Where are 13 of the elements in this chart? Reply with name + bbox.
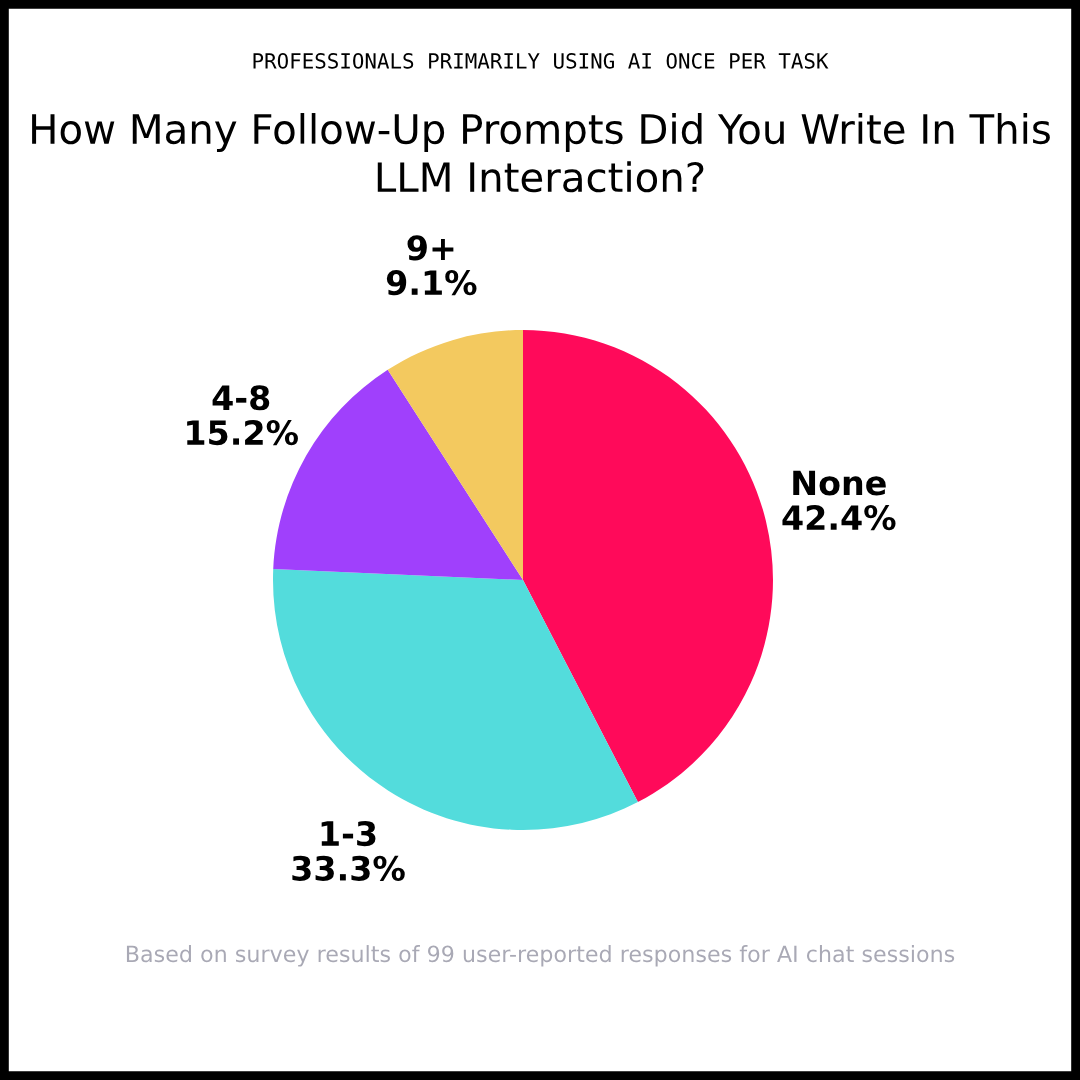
chart-title: How Many Follow-Up Prompts Did You Write In This LLM Interaction? (32, 113, 1050, 193)
slice-label: 9+ (407, 235, 454, 261)
pie-slice (387, 330, 523, 580)
data-label: 15.2% (187, 419, 298, 446)
slice-label: None (793, 470, 886, 496)
chart-subtitle: PROFESSIONALS PRIMARILY USING AI ONCE PER TASK (253, 52, 829, 69)
slice-label: 1-3 (321, 820, 376, 847)
data-label: 33.3% (292, 855, 405, 881)
data-label: 42.4% (782, 504, 896, 531)
data-label: 9.1% (386, 270, 477, 296)
slice-label: 4-8 (212, 385, 270, 411)
pie-slice (523, 330, 773, 803)
text: Based on survey results of 99 user-reported responses for AI chat sessions (126, 945, 955, 967)
